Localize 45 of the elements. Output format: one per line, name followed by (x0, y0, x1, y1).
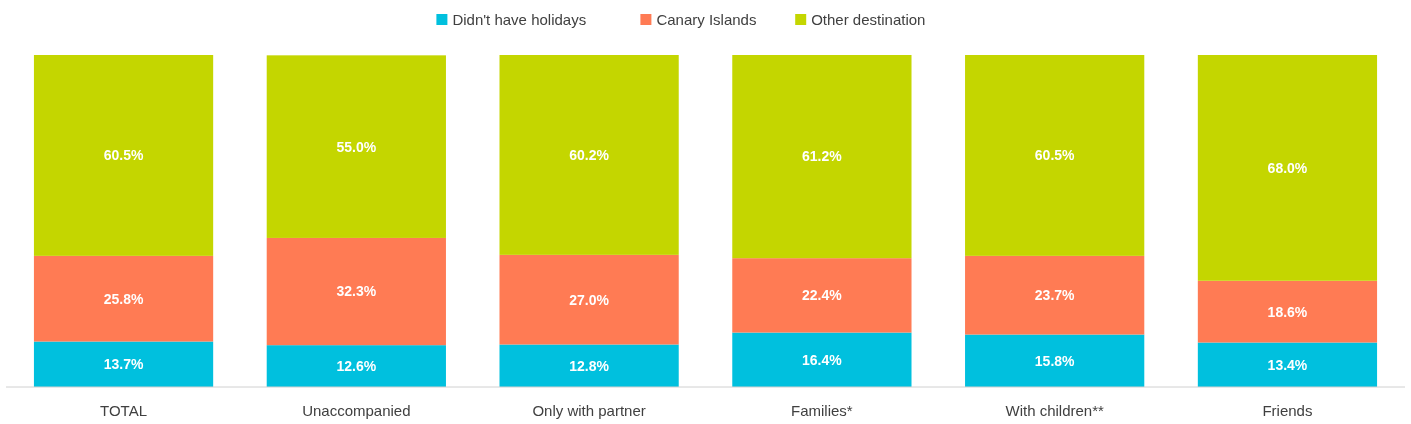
data-label: 18.6% (1267, 303, 1308, 320)
bar (965, 55, 1145, 256)
bar (499, 254, 679, 345)
legend-label: Didn't have holidays (452, 11, 587, 29)
x-tick-label: Friends (1262, 402, 1313, 419)
data-label: 60.5% (103, 147, 144, 164)
data-label: 16.4% (802, 351, 843, 368)
bar (732, 55, 912, 259)
x-tick-label: Unaccompanied (302, 402, 411, 419)
data-label: 25.8% (103, 290, 144, 307)
data-label: 22.4% (802, 287, 843, 304)
data-label: 12.8% (569, 357, 610, 374)
data-label: 13.4% (1267, 356, 1308, 373)
x-tick-label: TOTAL (100, 402, 148, 419)
bar (1197, 280, 1378, 343)
data-label: 60.5% (1034, 147, 1076, 164)
bar (33, 341, 214, 387)
bar (33, 55, 214, 256)
legend-label: Canary Islands (656, 11, 757, 29)
bar (732, 258, 912, 333)
x-tick-label: Families* (791, 402, 853, 419)
x-tick-label: Only with partner (532, 402, 646, 419)
data-label: 55.0% (336, 138, 377, 155)
bar (499, 344, 679, 387)
bar (266, 237, 446, 346)
data-label: 15.8% (1034, 352, 1076, 369)
data-label: 27.0% (569, 291, 610, 308)
data-label: 61.2% (802, 148, 843, 165)
data-label: 32.3% (336, 283, 377, 300)
data-label: 23.7% (1034, 287, 1076, 304)
bar (499, 55, 679, 255)
bar (732, 332, 912, 387)
data-label: 12.6% (336, 357, 377, 374)
bar (965, 334, 1145, 387)
bar (266, 55, 446, 238)
bar (1197, 342, 1378, 387)
data-label: 68.0% (1267, 159, 1308, 176)
data-label: 60.2% (569, 146, 610, 163)
legend-label: Other destination (811, 11, 926, 29)
x-tick-label: With children** (1005, 402, 1105, 419)
bar (1197, 55, 1378, 281)
bar (965, 255, 1145, 335)
data-label: 13.7% (103, 356, 144, 373)
bar (33, 255, 214, 342)
bar (266, 345, 446, 387)
